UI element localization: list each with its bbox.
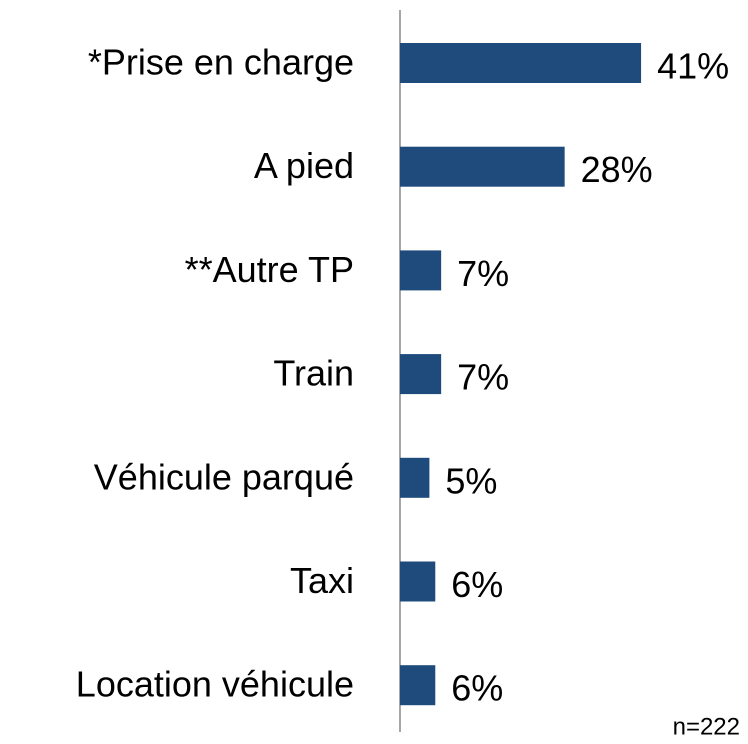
category-label: *Prise en charge [88, 42, 354, 83]
category-label: **Autre TP [185, 249, 354, 290]
value-label: 7% [457, 253, 509, 294]
bar [400, 146, 565, 187]
value-label: 7% [457, 357, 509, 398]
value-label: 5% [445, 460, 497, 501]
value-label: 6% [451, 564, 503, 605]
bar [400, 354, 442, 395]
bar [400, 43, 642, 83]
category-label: A pied [254, 145, 354, 186]
annotation: n=222 [673, 713, 740, 740]
bar [400, 250, 442, 291]
value-label: 41% [657, 46, 729, 87]
category-label: Véhicule parqué [94, 456, 354, 497]
category-label: Train [273, 353, 354, 394]
bar [400, 457, 430, 498]
bar [400, 665, 436, 706]
value-label: 28% [581, 149, 653, 190]
bar [400, 561, 436, 602]
value-label: 6% [451, 668, 503, 709]
category-label: Location véhicule [76, 664, 354, 705]
category-label: Taxi [290, 560, 354, 601]
